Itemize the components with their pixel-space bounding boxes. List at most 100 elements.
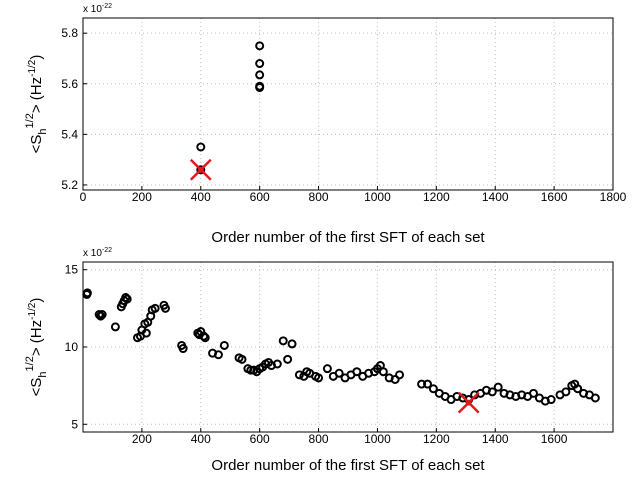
x-tick-label: 1400 [482,190,509,204]
data-point [255,59,265,69]
plot-area [83,18,613,190]
x-tick-label: 1400 [482,432,509,446]
y-label-part: <S [28,378,45,397]
data-point [121,293,131,303]
data-point [255,41,265,51]
y-axis-label: <Sh1/2> (Hz-1/2) [24,298,49,397]
y-label-part: h [37,128,49,134]
y-tick-label: 5.8 [61,26,78,40]
y-multiplier: x 10-22 [83,247,112,259]
data-point [395,370,405,380]
data-point [487,387,497,397]
multiplier-base: x 10 [83,248,102,259]
x-tick-label: 800 [309,190,329,204]
highlight-cross [189,158,212,181]
x-tick-label: 400 [191,190,211,204]
y-label-part: ) [28,298,45,303]
highlight-marker [457,391,480,414]
data-point [352,367,362,377]
y-tick-label: 10 [65,340,79,354]
x-tick-label: 200 [132,432,152,446]
x-tick-label: 0 [80,190,87,204]
multiplier-exponent: -22 [102,247,112,254]
highlight-cross [457,391,480,414]
x-tick-label: 200 [132,190,152,204]
x-tick-label: 1800 [600,190,627,204]
y-tick-label: 5.4 [61,127,78,141]
data-point [110,322,120,332]
data-point [561,387,571,397]
data-point [255,70,265,80]
data-point [322,364,332,374]
x-tick-label: 400 [191,432,211,446]
data-point [196,142,206,152]
x-tick-label: 1600 [541,190,568,204]
data-point [283,354,293,364]
y-label-part: h [37,371,49,377]
y-label-part: > (Hz [28,77,45,113]
x-tick-label: 1000 [364,432,391,446]
data-point [122,294,132,304]
data-point [178,344,188,354]
y-tick-label: 15 [65,263,79,277]
data-point [546,395,556,405]
y-multiplier: x 10-22 [83,3,112,15]
data-point [493,382,503,392]
x-tick-label: 1600 [541,432,568,446]
subplot: 200 400 600 800 1000 1200 1400 1600 5 10 15 x 10-22… [24,247,614,474]
x-axis-label: Order number of the first SFT of each se… [211,457,485,474]
data-point [590,393,600,403]
x-tick-label: 1200 [423,190,450,204]
data-point [141,328,151,338]
multiplier-base: x 10 [83,4,102,15]
data-point [200,333,210,343]
data-point [150,303,160,313]
data-point [428,384,438,394]
data-point [97,310,107,320]
highlight-marker [189,158,212,181]
y-label-part: -1/2 [27,59,38,77]
data-point [160,303,170,313]
y-label-part: -1/2 [27,302,38,320]
data-point [334,368,344,378]
data-point [294,370,304,380]
axes-frame [82,17,614,191]
data-point [237,354,247,364]
x-axis-label: Order number of the first SFT of each se… [211,229,485,246]
data-point [196,165,206,175]
data-point [287,339,297,349]
multiplier-exponent: -22 [102,3,112,10]
x-tick-label: 600 [250,190,270,204]
axes-frame [82,261,614,433]
x-tick-label: 800 [309,432,329,446]
data-point [423,379,432,389]
data-point [94,310,104,320]
data-point [390,374,400,384]
y-label-part: 1/2 [24,113,36,128]
x-tick-label: 600 [250,432,270,446]
y-axis-label: <Sh1/2> (Hz-1/2) [24,55,49,154]
y-tick-label: 5.2 [61,178,78,192]
data-point [272,359,282,369]
subplot: 0 200 400 600 800 1000 1200 1400 1600 1800 5.2 5.4 5… [24,3,627,246]
data-point [213,350,223,360]
data-point [417,379,427,389]
data-point [219,340,229,350]
data-point [314,373,324,383]
y-label-part: ) [28,55,45,60]
y-label-part: <S [28,135,45,154]
y-tick-label: 5.6 [61,77,78,91]
data-point [529,388,538,398]
y-label-part: > (Hz [28,320,45,356]
data-point [96,311,106,321]
data-point [82,288,92,298]
x-tick-label: 1000 [364,190,391,204]
x-tick-label: 1200 [423,432,450,446]
data-point [378,367,388,377]
data-point [278,336,288,346]
data-point [573,384,583,394]
data-point [255,83,265,93]
y-label-part: 1/2 [24,356,36,371]
data-point [199,331,209,341]
